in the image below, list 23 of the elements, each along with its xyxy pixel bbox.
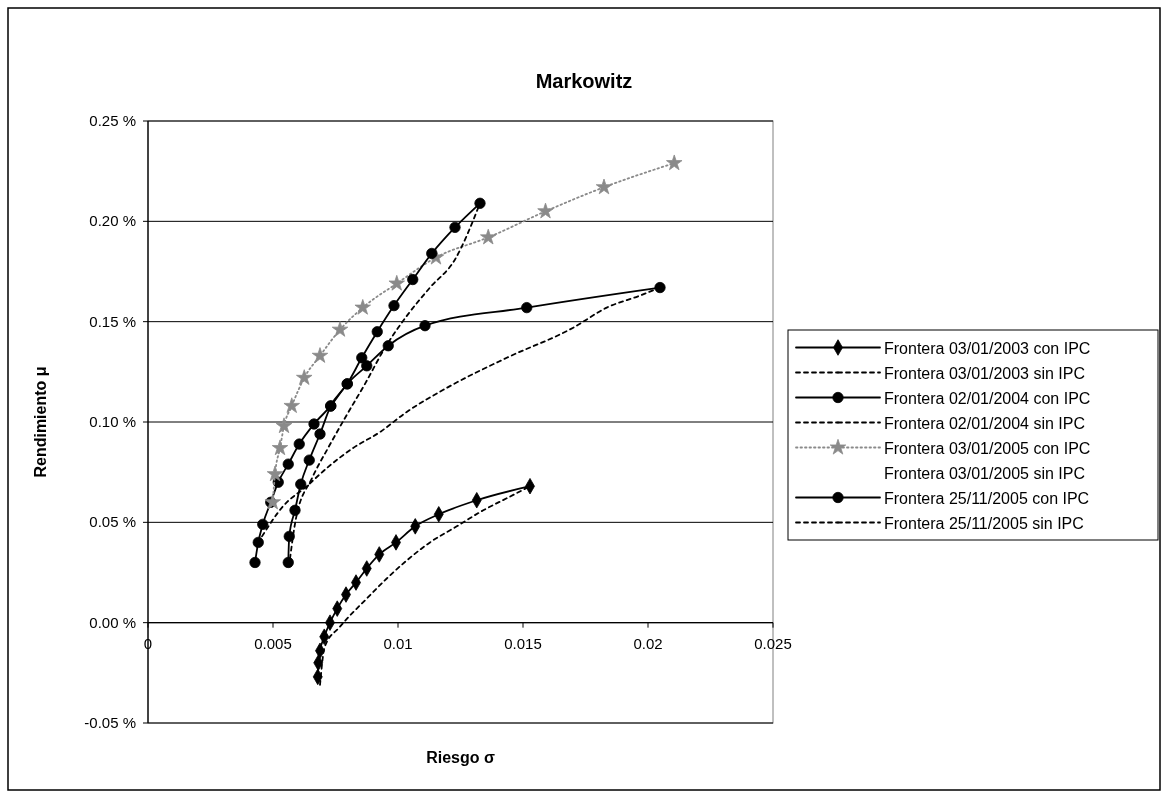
- y-tick-label: 0.00 %: [89, 613, 136, 631]
- legend-label: Frontera 25/11/2005 con IPC: [884, 489, 1090, 507]
- y-tick-label: -0.05 %: [84, 714, 136, 731]
- text: Frontera 03/01/2005 sin IPC: [884, 464, 1086, 482]
- y-tick-label: 0.15 %: [89, 312, 136, 330]
- x-tick-label: 0.025: [754, 634, 792, 652]
- legend-label: Frontera 25/11/2005 sin IPC: [884, 514, 1084, 532]
- y-tick-label: 0.25 %: [89, 112, 136, 129]
- x-tick-label: 0.01: [383, 634, 413, 652]
- legend-label: Frontera 03/01/2003 con IPC: [884, 339, 1091, 357]
- legend-label: Frontera 02/01/2004 con IPC: [884, 389, 1091, 407]
- legend-label: Frontera 03/01/2005 con IPC: [884, 439, 1091, 457]
- y-axis-title: Rendimiento μ: [32, 366, 49, 478]
- x-tick-label: 0.005: [254, 634, 292, 652]
- x-axis-title: Riesgo σ: [426, 749, 495, 766]
- y-tick-label: 0.10 %: [89, 413, 136, 430]
- y-tick-label: 0.20 %: [89, 212, 136, 230]
- x-tick-label: 0.015: [504, 634, 542, 652]
- x-tick-label: 0.02: [633, 634, 663, 652]
- legend-label: Frontera 03/01/2003 sin IPC: [884, 364, 1086, 382]
- y-tick-label: 0.05 %: [89, 513, 136, 531]
- chart-title: Markowitz: [535, 70, 633, 92]
- legend-label: Frontera 02/01/2004 sin IPC: [884, 414, 1086, 432]
